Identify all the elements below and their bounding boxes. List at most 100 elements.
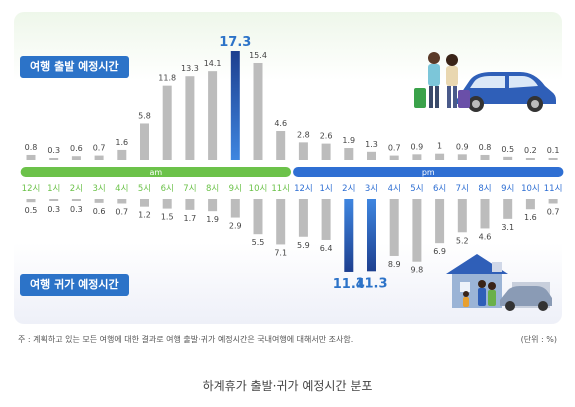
house-family-illustration (446, 254, 552, 311)
departure-value-label: 0.5 (501, 145, 514, 154)
return-value-label: 4.6 (479, 232, 492, 241)
return-bar (525, 199, 535, 210)
return-bar (321, 199, 331, 240)
hour-tick-label: 12시 (22, 184, 41, 194)
departure-bar (49, 158, 59, 160)
departure-value-label: 15.4 (249, 51, 267, 60)
departure-value-label: 1.6 (115, 138, 128, 147)
departure-bar (276, 131, 286, 160)
return-value-label: 0.3 (47, 205, 60, 214)
departure-bar (344, 148, 354, 160)
hour-tick-label: 6시 (161, 184, 174, 194)
am-label: am (149, 168, 162, 177)
hour-tick-label: 5시 (410, 184, 423, 194)
departure-bar (140, 123, 149, 160)
hour-tick-label: 4시 (388, 184, 401, 194)
time-distribution-chart: 0.8 0.3 0.6 0.7 1.6 5.8 11.8 13.3 14.1 17.315.4 4.… (20, 35, 564, 311)
return-value-label: 0.6 (93, 207, 106, 216)
return-bar (185, 199, 195, 210)
return-bar (276, 199, 286, 245)
return-bar (71, 199, 81, 201)
unit-label: (단위 : %) (520, 335, 557, 344)
hour-tick-label: 6시 (433, 184, 446, 194)
departure-value-label: 2.6 (320, 132, 333, 141)
return-bar (548, 199, 558, 204)
return-bar (117, 199, 127, 204)
return-bar (140, 199, 149, 207)
departure-bars: 0.8 0.3 0.6 0.7 1.6 5.8 11.8 13.3 14.1 17.315.4 4.… (25, 35, 560, 161)
return-bar (480, 199, 490, 229)
departure-bar (185, 76, 195, 160)
departure-value-label: 1 (437, 142, 442, 151)
departure-bar (230, 51, 240, 161)
departure-bar (26, 154, 36, 160)
return-bar (503, 199, 513, 219)
hour-tick-label: 2시 (70, 184, 83, 194)
return-bar (162, 199, 172, 209)
departure-bar (525, 158, 535, 160)
figure-caption: 하계휴가 출발·귀가 예정시간 분포 (202, 379, 373, 393)
hour-tick-label: 1시 (47, 184, 60, 194)
departure-bar (367, 151, 376, 160)
hour-tick-label: 11시 (544, 184, 563, 194)
departure-bar (457, 154, 467, 160)
departure-bar (548, 158, 558, 160)
return-bar (298, 199, 308, 237)
return-value-label: 0.3 (70, 205, 83, 214)
departure-bar (412, 154, 422, 160)
departure-bar (71, 156, 81, 160)
return-value-label: 3.1 (501, 223, 514, 232)
hour-tick-label: 12시 (294, 184, 313, 194)
return-bar (367, 199, 376, 272)
departure-value-label: 0.7 (93, 144, 106, 153)
return-bar (435, 199, 445, 244)
return-bar (230, 199, 240, 218)
return-value-label: 0.7 (115, 207, 128, 216)
return-bar (389, 199, 399, 256)
departure-bar (435, 153, 445, 160)
return-bar (49, 199, 59, 201)
departure-bar (389, 155, 399, 160)
hour-tick-label: 2시 (342, 184, 355, 194)
hour-tick-label: 9시 (501, 184, 514, 194)
hour-tick-label: 10시 (249, 184, 268, 194)
return-bar (94, 199, 104, 203)
return-bar (412, 199, 422, 262)
return-value-label: 1.7 (184, 214, 197, 223)
footnote: 주 : 계획하고 있는 모든 여행에 대한 결과로 여행 출발·귀가 예정시간은… (18, 335, 354, 344)
departure-value-label: 11.8 (158, 74, 176, 83)
departure-value-label: 0.6 (70, 144, 83, 153)
hour-tick-label: 1시 (319, 184, 332, 194)
hour-tick-label: 3시 (365, 184, 378, 194)
hour-tick-label: 10시 (521, 184, 540, 194)
return-value-label: 5.2 (456, 236, 469, 245)
departure-value-label: 17.3 (219, 35, 251, 50)
departure-value-label: 0.8 (25, 143, 38, 152)
departure-value-label: 0.1 (547, 146, 560, 155)
return-bar (457, 199, 467, 233)
return-value-label: 9.8 (411, 266, 424, 275)
departure-bar (480, 154, 490, 160)
return-value-label: 0.5 (25, 206, 38, 215)
hour-tick-label: 4시 (115, 184, 128, 194)
return-value-label: 6.4 (320, 244, 333, 253)
hour-tick-label: 8시 (478, 184, 491, 194)
hour-tick-label: 7시 (183, 184, 196, 194)
pm-label: pm (422, 168, 435, 177)
departure-value-label: 14.1 (204, 59, 222, 68)
return-bar (26, 199, 36, 203)
return-value-label: 5.9 (297, 241, 310, 250)
departure-value-label: 4.6 (274, 119, 287, 128)
return-value-label: 1.6 (524, 213, 537, 222)
return-value-label: 2.9 (229, 222, 242, 231)
hour-tick-label: 3시 (92, 184, 105, 194)
return-value-label: 11.3 (355, 276, 387, 291)
departure-value-label: 0.9 (411, 142, 424, 151)
family-car-illustration (414, 52, 556, 112)
departure-series-label: 여행 출발 예정시간 (20, 56, 129, 78)
departure-value-label: 0.9 (456, 142, 469, 151)
departure-bar (162, 85, 172, 160)
departure-bar (208, 71, 218, 160)
return-bar (253, 199, 263, 235)
hour-tick-label: 9시 (229, 184, 242, 194)
